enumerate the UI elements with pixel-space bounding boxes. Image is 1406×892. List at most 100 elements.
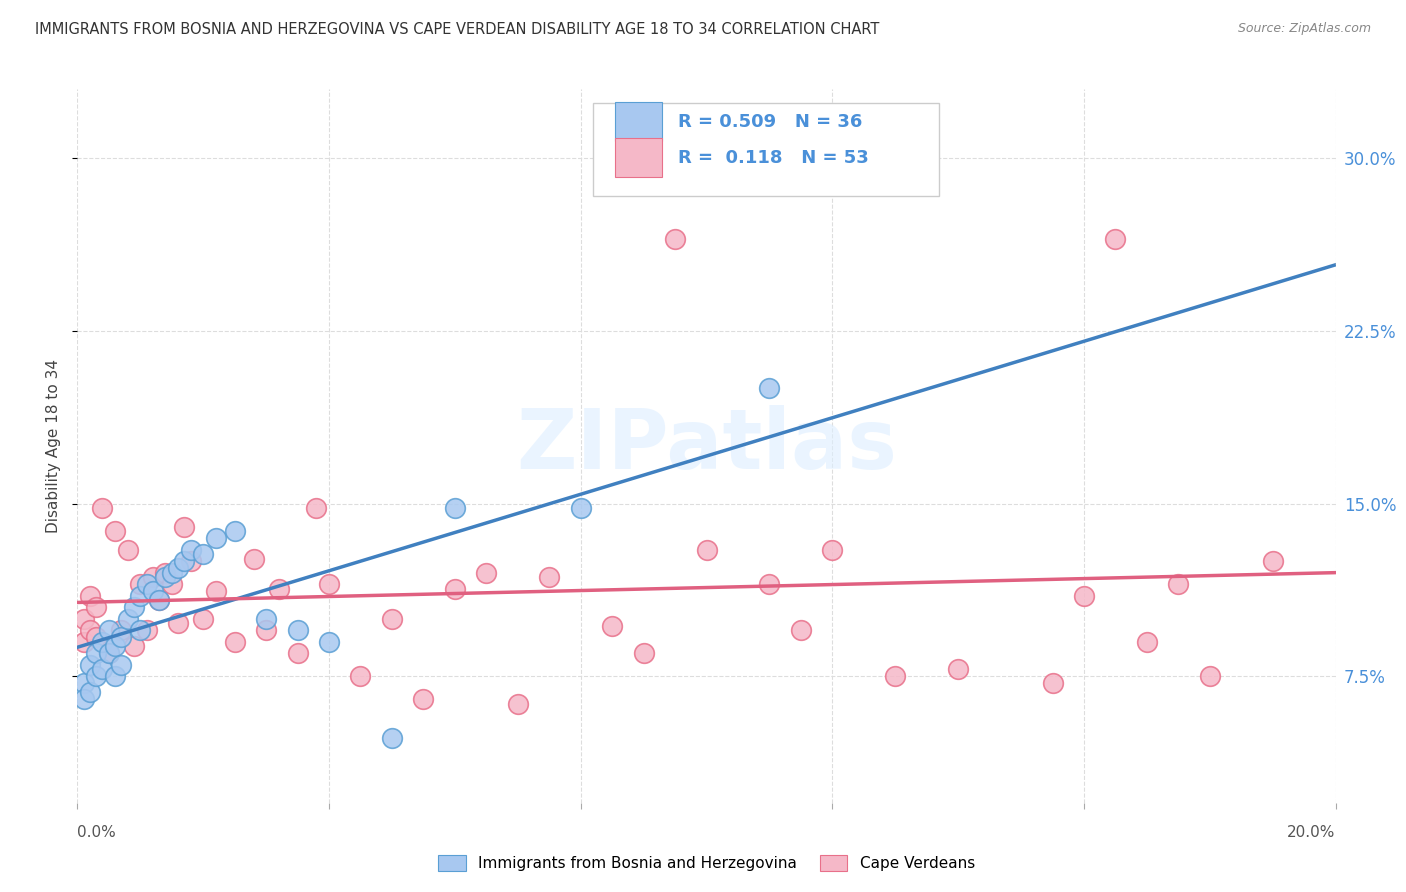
Point: [254, 623, 277, 637]
Point: [242, 551, 264, 566]
Point: [72, 692, 94, 706]
Point: [1261, 554, 1284, 568]
Point: [180, 554, 202, 568]
Text: 0.0%: 0.0%: [77, 825, 117, 840]
Text: Source: ZipAtlas.com: Source: ZipAtlas.com: [1237, 22, 1371, 36]
Point: [506, 697, 529, 711]
Point: [104, 669, 127, 683]
Text: R =  0.118   N = 53: R = 0.118 N = 53: [678, 149, 869, 167]
Point: [160, 566, 183, 580]
Point: [224, 634, 246, 648]
Point: [155, 566, 177, 580]
Point: [318, 577, 340, 591]
Bar: [614, 102, 662, 141]
Point: [224, 524, 246, 538]
Point: [167, 616, 190, 631]
Point: [79, 685, 101, 699]
Point: [84, 600, 107, 615]
Point: [1042, 676, 1064, 690]
Point: [758, 381, 780, 395]
Point: [104, 524, 127, 538]
FancyBboxPatch shape: [593, 103, 939, 196]
Point: [129, 589, 152, 603]
Point: [349, 669, 371, 683]
Point: [117, 542, 139, 557]
Bar: [614, 138, 662, 178]
Point: [569, 501, 592, 516]
Point: [758, 577, 780, 591]
Text: 20.0%: 20.0%: [1288, 825, 1336, 840]
Point: [204, 531, 226, 545]
Point: [444, 582, 467, 596]
Point: [110, 630, 132, 644]
Point: [142, 570, 165, 584]
Point: [79, 589, 101, 603]
Point: [821, 542, 844, 557]
Point: [97, 623, 120, 637]
Point: [948, 662, 970, 676]
Point: [167, 561, 190, 575]
Point: [191, 547, 215, 561]
Point: [97, 646, 120, 660]
Point: [538, 570, 561, 584]
Point: [1104, 232, 1126, 246]
Point: [104, 640, 127, 654]
Point: [1167, 577, 1189, 591]
Point: [287, 623, 309, 637]
Point: [148, 593, 170, 607]
Point: [79, 657, 101, 672]
Point: [84, 630, 107, 644]
Point: [1073, 589, 1095, 603]
Point: [267, 582, 290, 596]
Point: [381, 731, 404, 746]
Point: [122, 600, 145, 615]
Point: [72, 634, 94, 648]
Point: [160, 577, 183, 591]
Point: [155, 570, 177, 584]
Point: [91, 662, 114, 676]
Point: [122, 640, 145, 654]
Point: [129, 623, 152, 637]
Point: [412, 692, 434, 706]
Point: [287, 646, 309, 660]
Legend: Immigrants from Bosnia and Herzegovina, Cape Verdeans: Immigrants from Bosnia and Herzegovina, …: [432, 849, 981, 877]
Point: [475, 566, 498, 580]
Point: [633, 646, 655, 660]
Point: [600, 618, 623, 632]
Point: [84, 646, 107, 660]
Point: [110, 623, 132, 637]
Point: [696, 542, 718, 557]
Point: [72, 612, 94, 626]
Point: [444, 501, 467, 516]
Point: [790, 623, 813, 637]
Point: [91, 634, 114, 648]
Text: ZIPatlas: ZIPatlas: [516, 406, 897, 486]
Point: [142, 584, 165, 599]
Point: [84, 669, 107, 683]
Point: [135, 623, 157, 637]
Point: [117, 612, 139, 626]
Point: [110, 657, 132, 672]
Point: [148, 593, 170, 607]
Text: R = 0.509   N = 36: R = 0.509 N = 36: [678, 112, 862, 130]
Point: [318, 634, 340, 648]
Point: [79, 623, 101, 637]
Point: [72, 676, 94, 690]
Point: [97, 646, 120, 660]
Point: [884, 669, 907, 683]
Point: [129, 577, 152, 591]
Point: [1199, 669, 1222, 683]
Point: [254, 612, 277, 626]
Point: [135, 577, 157, 591]
Point: [664, 232, 686, 246]
Point: [173, 554, 195, 568]
Point: [173, 519, 195, 533]
Point: [381, 612, 404, 626]
Point: [91, 501, 114, 516]
Point: [204, 584, 226, 599]
Point: [191, 612, 215, 626]
Point: [180, 542, 202, 557]
Point: [305, 501, 328, 516]
Y-axis label: Disability Age 18 to 34: Disability Age 18 to 34: [46, 359, 62, 533]
Point: [1136, 634, 1159, 648]
